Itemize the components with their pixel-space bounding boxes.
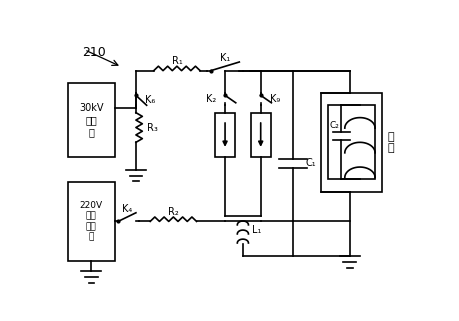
Text: K₉: K₉ [269,94,280,104]
Text: 30kV
直流
源: 30kV 直流 源 [79,103,103,137]
Text: C₁: C₁ [305,158,315,168]
Text: K₄: K₄ [122,204,132,214]
Bar [320,93,381,192]
Text: R₃: R₃ [146,123,157,133]
Text: C₂: C₂ [329,120,338,130]
Bar [215,113,235,157]
Text: K₂: K₂ [205,94,215,104]
Text: K₆: K₆ [145,95,155,105]
Bar [250,113,270,157]
Bar [68,83,114,157]
Text: R₁: R₁ [171,56,182,66]
Text: 210: 210 [82,46,106,59]
Text: L₁: L₁ [252,225,261,235]
Text: K₁: K₁ [219,53,230,63]
Text: 220V
前级
整流
桥: 220V 前级 整流 桥 [79,201,103,241]
Bar [68,182,114,261]
Text: 试
器: 试 器 [386,132,393,153]
Text: R₂: R₂ [168,206,179,217]
Bar [328,105,374,179]
